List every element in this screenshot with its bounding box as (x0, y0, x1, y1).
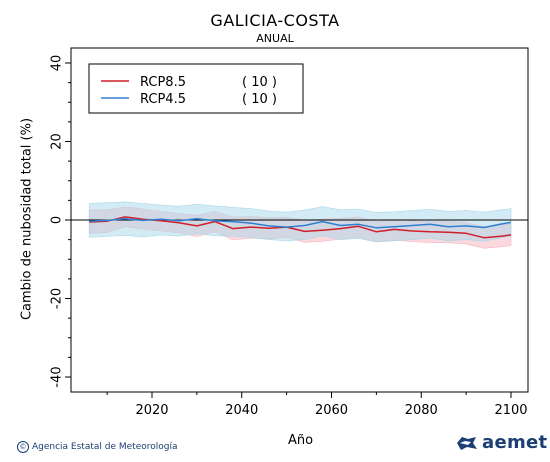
legend-count: ( 10 ) (242, 75, 277, 90)
chart-title: GALICIA-COSTA (210, 11, 340, 30)
x-tick-label: 2100 (494, 403, 527, 418)
x-tick-label: 2040 (225, 403, 258, 418)
x-tick-label: 2060 (315, 403, 348, 418)
y-tick-label: -40 (50, 366, 65, 387)
band-rcp45 (88, 201, 512, 243)
aemet-logo-text: aemet (482, 432, 548, 453)
y-tick-label: 0 (50, 216, 65, 224)
legend-label: RCP4.5 (140, 92, 186, 107)
credit-text: Agencia Estatal de Meteorología (32, 442, 178, 452)
series-line-rcp85 (89, 216, 512, 239)
legend-count: ( 10 ) (242, 92, 277, 107)
legend-label: RCP8.5 (140, 75, 186, 90)
series-line-rcp45 (89, 218, 512, 229)
y-tick-label: 20 (50, 133, 65, 150)
copyright-icon: © (17, 441, 29, 453)
y-tick-label: 40 (50, 55, 65, 72)
y-axis-label: Cambio de nubosidad total (%) (20, 118, 35, 320)
y-tick-label: -20 (50, 288, 65, 309)
aemet-logo-icon (457, 436, 477, 450)
x-tick-label: 2020 (135, 403, 168, 418)
x-tick-label: 2080 (405, 403, 438, 418)
aemet-logo: aemet (456, 432, 547, 453)
legend-box (88, 63, 304, 114)
x-axis-label: Año (288, 433, 313, 448)
chart-subtitle: ANUAL (256, 32, 294, 45)
credit-line: © Agencia Estatal de Meteorología (17, 441, 178, 453)
